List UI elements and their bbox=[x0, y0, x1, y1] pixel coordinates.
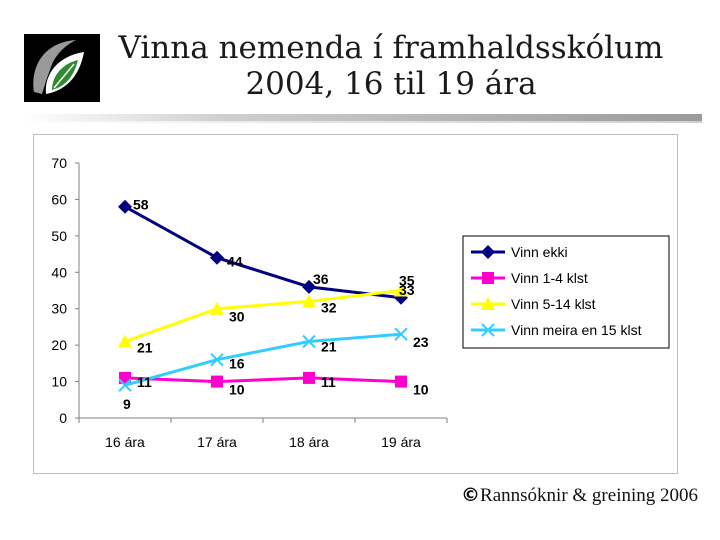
data-label: 10 bbox=[413, 382, 429, 398]
leaf-logo-icon bbox=[24, 34, 100, 102]
title-line-2: 2004, 16 til 19 ára bbox=[245, 66, 537, 102]
x-tick-label: 17 ára bbox=[197, 434, 237, 450]
data-label: 9 bbox=[123, 396, 131, 412]
y-tick-label: 40 bbox=[51, 264, 67, 280]
y-tick-label: 20 bbox=[51, 337, 67, 353]
legend-marker bbox=[481, 323, 495, 337]
title-line-1: Vinna nemenda í framhaldsskólum bbox=[118, 30, 664, 66]
data-point bbox=[210, 250, 224, 265]
legend-marker bbox=[482, 272, 494, 284]
data-point bbox=[118, 199, 132, 214]
x-tick-label: 19 ára bbox=[381, 434, 421, 450]
y-tick-label: 60 bbox=[51, 191, 67, 207]
data-point bbox=[210, 301, 224, 315]
data-label: 23 bbox=[413, 334, 429, 350]
copyright-symbol: © bbox=[461, 484, 481, 506]
legend-marker bbox=[481, 297, 495, 310]
data-point bbox=[118, 334, 132, 348]
data-point bbox=[211, 375, 223, 388]
data-label: 21 bbox=[321, 339, 337, 355]
data-label: 10 bbox=[229, 382, 245, 398]
data-point bbox=[394, 283, 408, 297]
data-label: 36 bbox=[313, 271, 329, 287]
data-label: 32 bbox=[321, 299, 337, 315]
data-point bbox=[303, 371, 315, 384]
data-label: 33 bbox=[399, 282, 415, 298]
title-divider-shadow bbox=[22, 121, 702, 123]
data-point bbox=[118, 378, 132, 392]
legend-label: Vinn ekki bbox=[511, 244, 568, 260]
data-point bbox=[394, 327, 408, 341]
slide-title: Vinna nemenda í framhaldsskólum 2004, 16… bbox=[96, 30, 686, 102]
series-line bbox=[124, 205, 402, 300]
series-line bbox=[124, 332, 402, 387]
data-point bbox=[394, 290, 408, 305]
series-line bbox=[124, 376, 402, 384]
x-tick-label: 16 ára bbox=[105, 434, 145, 450]
data-label: 58 bbox=[133, 197, 149, 213]
y-tick-label: 0 bbox=[59, 410, 67, 426]
data-point bbox=[210, 353, 224, 367]
y-tick-label: 50 bbox=[51, 228, 67, 244]
data-label: 44 bbox=[227, 254, 243, 270]
y-tick-label: 10 bbox=[51, 374, 67, 390]
data-label: 16 bbox=[229, 356, 245, 372]
data-point bbox=[302, 294, 316, 308]
legend-label: Vinn 5-14 klst bbox=[511, 296, 596, 312]
data-label: 35 bbox=[399, 273, 415, 289]
y-tick-label: 70 bbox=[51, 155, 67, 171]
y-tick-label: 30 bbox=[51, 301, 67, 317]
footer-credit: ©Rannsóknir & greining 2006 bbox=[461, 484, 698, 507]
legend-label: Vinn meira en 15 klst bbox=[511, 322, 642, 338]
footer-text: Rannsóknir & greining 2006 bbox=[480, 485, 698, 506]
legend-label: Vinn 1-4 klst bbox=[511, 270, 588, 286]
data-label: 11 bbox=[321, 374, 336, 390]
data-label: 11 bbox=[137, 374, 152, 390]
line-chart: 0 10 20 30 40 50 60 70 16 ára 17 ára 18 ára 19 ára 5… bbox=[51, 155, 670, 450]
data-point bbox=[395, 375, 407, 388]
data-point bbox=[302, 279, 316, 294]
legend-marker bbox=[481, 245, 495, 259]
data-point bbox=[302, 334, 316, 349]
series-line bbox=[124, 289, 402, 343]
x-tick-label: 18 ára bbox=[289, 434, 329, 450]
data-label: 30 bbox=[229, 309, 245, 325]
data-label: 21 bbox=[137, 340, 153, 356]
title-divider bbox=[22, 114, 702, 121]
